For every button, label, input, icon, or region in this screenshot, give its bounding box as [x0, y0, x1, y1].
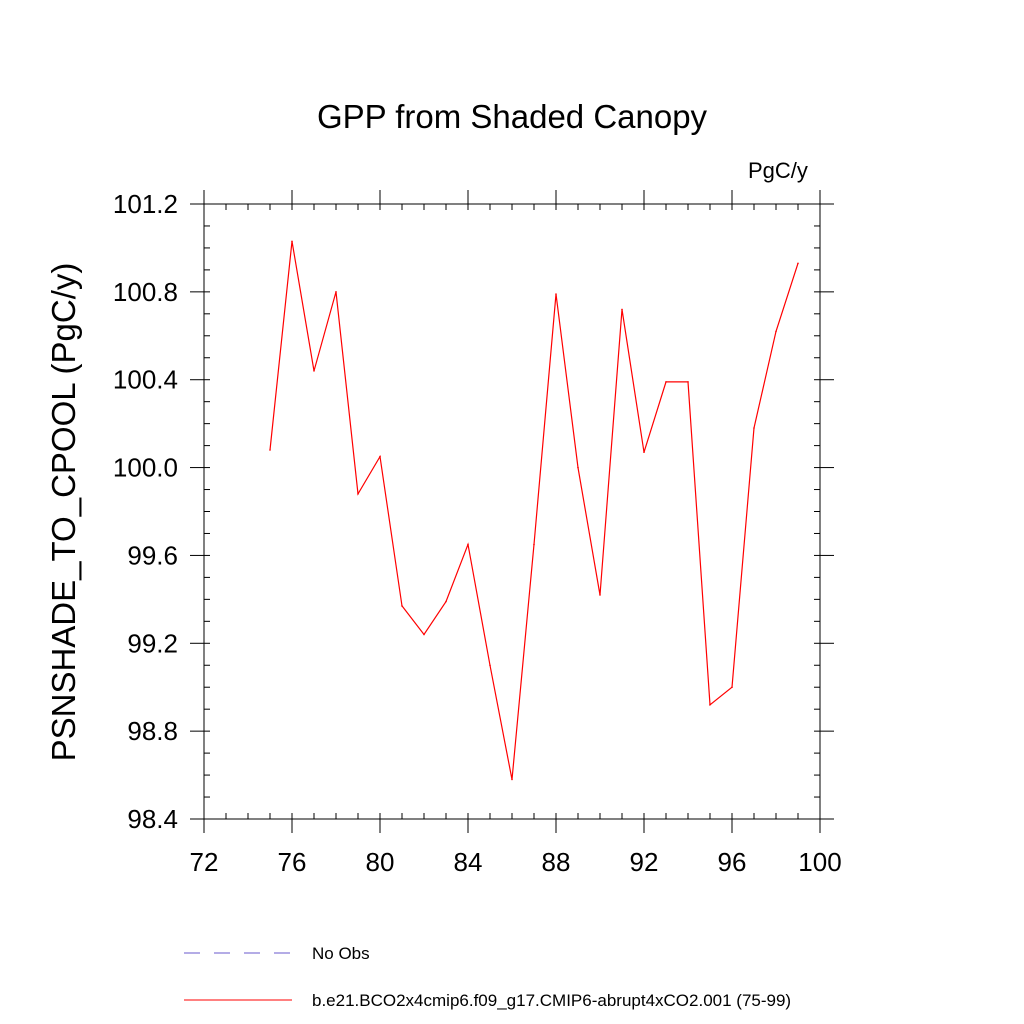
data-point [313, 370, 315, 372]
x-tick-label: 72 [190, 847, 219, 877]
data-point [401, 605, 403, 607]
data-point [665, 381, 667, 383]
data-point [555, 293, 557, 295]
y-tick-label: 100.4 [113, 365, 178, 395]
x-tick-label: 76 [278, 847, 307, 877]
legend-label: b.e21.BCO2x4cmip6.f09_g17.CMIP6-abrupt4x… [312, 991, 791, 1010]
y-tick-label: 99.6 [127, 540, 178, 570]
x-tick-label: 84 [454, 847, 483, 877]
data-point [687, 381, 689, 383]
plot-frame [203, 203, 821, 820]
data-point [621, 308, 623, 311]
y-tick-label: 100.0 [113, 453, 178, 483]
y-tick-label: 98.8 [127, 716, 178, 746]
data-point [577, 466, 579, 469]
x-tick-label: 88 [542, 847, 571, 877]
legend-label: No Obs [312, 944, 370, 963]
data-point [357, 493, 359, 495]
x-tick-label: 80 [366, 847, 395, 877]
series-line [269, 241, 799, 780]
y-tick-label: 99.2 [127, 628, 178, 658]
data-point [335, 291, 337, 293]
data-point [423, 633, 425, 636]
data-point [599, 594, 601, 596]
x-tick-label: 92 [630, 847, 659, 877]
data-point [709, 703, 711, 706]
data-point [511, 778, 513, 781]
data-point [379, 455, 381, 458]
y-tick-label: 100.8 [113, 277, 178, 307]
data-point [731, 686, 733, 689]
data-point [797, 262, 799, 265]
y-tick-label: 98.4 [127, 804, 178, 834]
data-point [467, 543, 469, 546]
data-point [775, 330, 777, 333]
y-tick-label: 101.2 [113, 189, 178, 219]
data-point [445, 600, 447, 603]
x-tick-label: 100 [798, 847, 841, 877]
units-label: PgC/y [748, 158, 808, 183]
chart-title: GPP from Shaded Canopy [316, 98, 708, 135]
x-tick-label: 96 [718, 847, 747, 877]
data-point [489, 664, 491, 667]
data-point [643, 451, 645, 453]
data-point [291, 240, 293, 243]
data-point [533, 543, 535, 546]
data-point [269, 449, 271, 451]
data-point [753, 427, 755, 429]
